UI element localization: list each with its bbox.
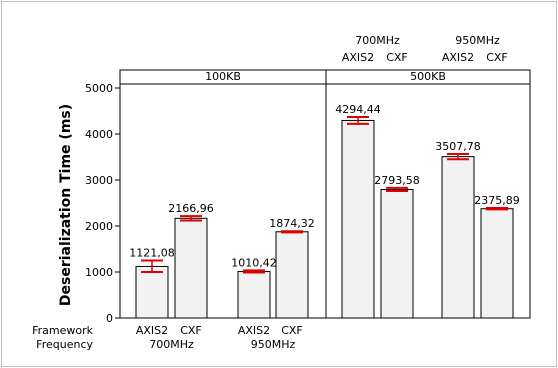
bar xyxy=(135,265,169,319)
data-label: 1010,42 xyxy=(231,256,277,269)
framework-label: CXF xyxy=(486,51,508,64)
frequency-label: 700MHz xyxy=(149,338,194,351)
bars-layer xyxy=(135,115,514,319)
plot-frame-layer xyxy=(115,69,531,319)
framework-label: AXIS2 xyxy=(342,51,374,64)
bar xyxy=(275,231,309,319)
bar xyxy=(237,271,271,319)
panel-header-label: 100KB xyxy=(205,70,241,83)
framework-label: AXIS2 xyxy=(136,324,168,337)
data-label: 4294,44 xyxy=(335,103,381,116)
framework-label: AXIS2 xyxy=(238,324,270,337)
bar xyxy=(441,156,475,319)
frequency-row-label: Frequency xyxy=(36,338,93,351)
y-tick-label: 0 xyxy=(106,312,113,325)
data-label: 1874,32 xyxy=(269,217,315,230)
bar xyxy=(341,119,375,319)
bar xyxy=(380,188,414,319)
data-label: 2375,89 xyxy=(474,194,520,207)
framework-label: CXF xyxy=(281,324,303,337)
y-tick-label: 3000 xyxy=(85,174,113,187)
y-tick-label: 5000 xyxy=(85,82,113,95)
data-label: 1121,08 xyxy=(129,247,175,260)
y-tick-label: 2000 xyxy=(85,220,113,233)
bar xyxy=(480,208,514,319)
y-tick-label: 1000 xyxy=(85,266,113,279)
plot-frame xyxy=(119,69,531,319)
framework-label: AXIS2 xyxy=(442,51,474,64)
framework-label: CXF xyxy=(180,324,202,337)
frequency-label: 950MHz xyxy=(251,338,296,351)
y-axis-label: Deserialization Time (ms) xyxy=(58,104,74,306)
text-layer: 0 1000 2000 3000 4000 5000 100KB 500KB 700MHz 112… xyxy=(32,34,520,351)
data-label: 3507,78 xyxy=(435,140,481,153)
frequency-label: 950MHz xyxy=(455,34,500,47)
data-label: 2166,96 xyxy=(168,202,214,215)
framework-row-label: Framework xyxy=(32,324,94,337)
framework-label: CXF xyxy=(386,51,408,64)
bar xyxy=(174,217,208,319)
panel-header-label: 500KB xyxy=(410,70,446,83)
data-label: 2793,58 xyxy=(374,174,420,187)
y-tick-label: 4000 xyxy=(85,128,113,141)
frequency-label: 700MHz xyxy=(355,34,400,47)
